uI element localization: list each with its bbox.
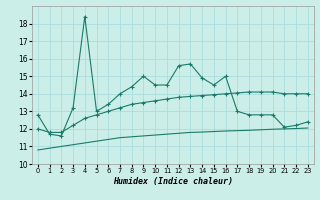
X-axis label: Humidex (Indice chaleur): Humidex (Indice chaleur) <box>113 177 233 186</box>
